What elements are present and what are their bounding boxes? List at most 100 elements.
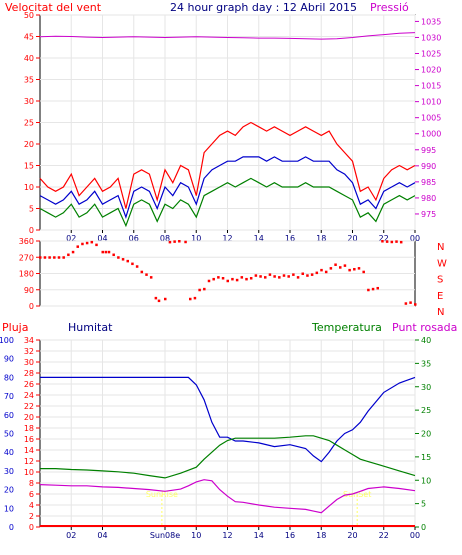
tick-label: 30 [421, 383, 431, 392]
direction-point [343, 264, 347, 267]
tick-label: 10 [4, 504, 14, 513]
tick-label: 12 [24, 457, 34, 466]
tick-label: 975 [421, 210, 436, 219]
tick-label: 22 [24, 402, 34, 411]
direction-point [48, 256, 51, 259]
tick-label: Sun08e [150, 531, 180, 540]
direction-point [203, 287, 206, 291]
tick-label: 1035 [421, 17, 441, 26]
direction-point [249, 277, 253, 280]
direction-point [217, 276, 220, 279]
pressure-axis: 975 980 985 990 995 1000 1005 1010 1015 1020 1025 1… [415, 17, 441, 219]
tick-label: 40 [24, 54, 34, 63]
direction-point [315, 271, 319, 275]
tick-label: 1010 [421, 98, 441, 107]
tick-label: 15 [421, 453, 431, 462]
direction-point [57, 256, 61, 259]
direction-point [95, 243, 98, 247]
direction-point [207, 279, 211, 283]
tick-label: 0 [29, 523, 34, 532]
direction-point [371, 287, 375, 291]
tick-label: 30 [24, 358, 34, 367]
tick-label: 0 [29, 302, 34, 311]
direction-point [296, 276, 300, 279]
direction-degree-axis: 0 90 180 270 360 [19, 237, 40, 311]
direction-point [240, 276, 244, 279]
direction-point [131, 262, 134, 266]
series-line [39, 121, 416, 209]
direction-point [231, 277, 234, 281]
tick-label: 12 [222, 531, 232, 540]
tick-label: 16 [24, 435, 34, 444]
tick-label: 00 [410, 234, 420, 243]
tick-label: 15 [24, 162, 34, 171]
tick-label: 10 [191, 531, 201, 540]
direction-point [348, 268, 351, 272]
direction-point [282, 274, 286, 277]
direction-point [221, 277, 225, 280]
climate-series [39, 376, 416, 527]
compass-label: N [437, 307, 444, 318]
direction-point [273, 275, 276, 278]
tick-label: 12 [222, 234, 232, 243]
tick-label: 995 [421, 146, 436, 155]
direction-point [353, 267, 356, 271]
tick-label: 28 [24, 369, 34, 378]
tick-label: 16 [285, 531, 295, 540]
tick-label: 5 [29, 205, 34, 214]
series-line [39, 32, 416, 40]
compass-label: N [437, 242, 444, 253]
climate-time-axis: 02 04 Sun08e 10 12 14 16 18 20 22 00 [66, 527, 420, 540]
pressure-label: Pressió [370, 1, 409, 14]
wind-time-axis: 02 04 06 08 10 12 14 16 18 20 22 00 [66, 230, 420, 243]
tick-label: 90 [24, 286, 34, 295]
wind-pressure-series [39, 32, 416, 228]
tick-label: 18 [316, 234, 326, 243]
temperature-label: Temperatura [311, 321, 382, 334]
direction-point [301, 272, 304, 275]
direction-point [39, 256, 42, 259]
sun-annotation: SunRise [146, 490, 178, 499]
tick-label: 30 [24, 97, 34, 106]
direction-point [334, 263, 337, 266]
tick-label: 180 [19, 270, 34, 279]
direction-point [81, 242, 84, 246]
sun-annotation: SunSet [343, 490, 371, 499]
wind-direction-series [39, 240, 417, 306]
series-line [40, 435, 416, 479]
tick-label: 40 [421, 336, 431, 345]
tick-label: 1005 [421, 114, 441, 123]
direction-point [376, 286, 379, 290]
tick-label: 270 [19, 253, 34, 262]
tick-label: 60 [4, 411, 14, 420]
direction-point [292, 273, 295, 276]
tick-label: 8 [29, 479, 34, 488]
compass-label: W [437, 258, 447, 269]
tick-label: 25 [24, 119, 34, 128]
humidity-label: Humitat [68, 321, 113, 334]
tick-label: 34 [24, 336, 34, 345]
series-line [39, 479, 416, 514]
compass-label: E [437, 291, 443, 302]
tick-label: 1000 [421, 130, 441, 139]
direction-point [310, 273, 314, 276]
tick-label: 5 [421, 500, 426, 509]
direction-point [53, 256, 56, 259]
direction-point [245, 277, 248, 281]
tick-label: 50 [24, 11, 34, 20]
direction-panel-grid [40, 240, 415, 307]
direction-point [357, 267, 361, 270]
wind-panel-grid [40, 14, 416, 231]
tick-label: 100 [0, 336, 14, 345]
direction-point [414, 303, 417, 306]
tick-label: 10 [24, 468, 34, 477]
direction-point [385, 240, 389, 243]
tick-label: 4 [29, 501, 34, 510]
tick-label: 22 [379, 531, 389, 540]
tick-label: 6 [29, 490, 34, 499]
direction-point [76, 245, 79, 248]
tick-label: 16 [285, 234, 295, 243]
wind-speed-axis: 0 5 10 15 20 25 30 35 40 45 50 [24, 11, 40, 235]
tick-label: 20 [4, 486, 14, 495]
